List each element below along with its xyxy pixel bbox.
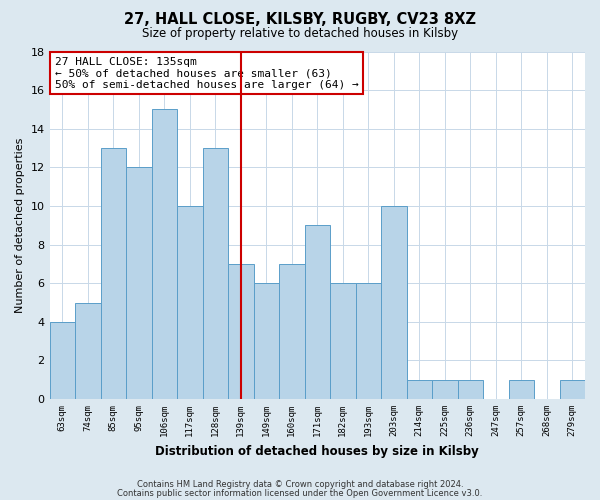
Bar: [458, 380, 483, 399]
Bar: [50, 322, 75, 399]
Bar: [203, 148, 228, 399]
Bar: [228, 264, 254, 399]
X-axis label: Distribution of detached houses by size in Kilsby: Distribution of detached houses by size …: [155, 444, 479, 458]
Bar: [279, 264, 305, 399]
Bar: [330, 283, 356, 399]
Text: 27, HALL CLOSE, KILSBY, RUGBY, CV23 8XZ: 27, HALL CLOSE, KILSBY, RUGBY, CV23 8XZ: [124, 12, 476, 28]
Text: 27 HALL CLOSE: 135sqm
← 50% of detached houses are smaller (63)
50% of semi-deta: 27 HALL CLOSE: 135sqm ← 50% of detached …: [55, 56, 359, 90]
Bar: [560, 380, 585, 399]
Text: Contains public sector information licensed under the Open Government Licence v3: Contains public sector information licen…: [118, 488, 482, 498]
Y-axis label: Number of detached properties: Number of detached properties: [15, 138, 25, 313]
Text: Size of property relative to detached houses in Kilsby: Size of property relative to detached ho…: [142, 28, 458, 40]
Bar: [407, 380, 432, 399]
Bar: [177, 206, 203, 399]
Bar: [75, 302, 101, 399]
Bar: [432, 380, 458, 399]
Bar: [152, 110, 177, 399]
Bar: [126, 168, 152, 399]
Bar: [381, 206, 407, 399]
Bar: [101, 148, 126, 399]
Bar: [509, 380, 534, 399]
Bar: [254, 283, 279, 399]
Text: Contains HM Land Registry data © Crown copyright and database right 2024.: Contains HM Land Registry data © Crown c…: [137, 480, 463, 489]
Bar: [356, 283, 381, 399]
Bar: [305, 226, 330, 399]
